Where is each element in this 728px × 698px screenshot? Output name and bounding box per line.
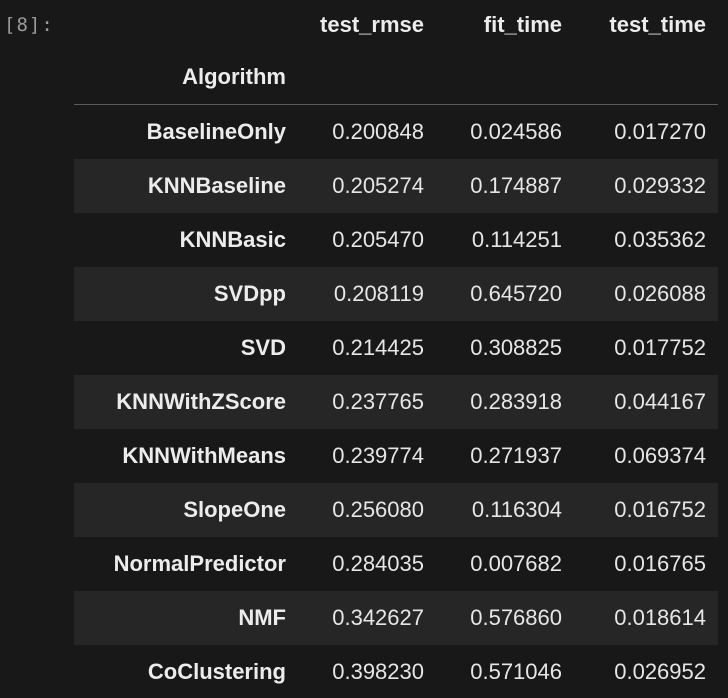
table-row: NMF 0.342627 0.576860 0.018614 bbox=[74, 590, 718, 645]
cell-fit-time: 0.116304 bbox=[471, 496, 562, 522]
table-row: KNNBasic 0.205470 0.114251 0.035362 bbox=[74, 213, 718, 267]
column-header-test-time: test_time bbox=[609, 12, 706, 37]
cell-fit-time: 0.308825 bbox=[470, 334, 562, 360]
table-row: CoClustering 0.398230 0.571046 0.026952 bbox=[74, 645, 718, 698]
row-label: SlopeOne bbox=[183, 496, 286, 522]
cell-test-rmse: 0.214425 bbox=[332, 334, 424, 360]
table-row: KNNBaseline 0.205274 0.174887 0.029332 bbox=[74, 158, 718, 213]
cell-test-rmse: 0.237765 bbox=[332, 388, 424, 414]
index-name-row: Algorithm bbox=[74, 50, 718, 105]
cell-fit-time: 0.114251 bbox=[471, 226, 562, 252]
cell-fit-time: 0.007682 bbox=[470, 550, 562, 576]
cell-test-rmse: 0.208119 bbox=[333, 280, 424, 306]
cell-test-time: 0.018614 bbox=[614, 604, 706, 630]
cell-test-time: 0.044167 bbox=[614, 388, 706, 414]
cell-fit-time: 0.271937 bbox=[470, 442, 562, 468]
column-header-test-rmse: test_rmse bbox=[320, 12, 424, 37]
cell-test-time: 0.069374 bbox=[614, 442, 706, 468]
table-row: SVD 0.214425 0.308825 0.017752 bbox=[74, 321, 718, 375]
cell-test-time: 0.026952 bbox=[614, 658, 706, 684]
cell-test-time: 0.016752 bbox=[614, 496, 706, 522]
cell-test-time: 0.029332 bbox=[614, 172, 706, 198]
table-row: KNNWithZScore 0.237765 0.283918 0.044167 bbox=[74, 374, 718, 429]
dataframe-output: test_rmse fit_time test_time Algorithm B… bbox=[74, 0, 718, 698]
index-corner-cell bbox=[74, 0, 298, 50]
cell-test-rmse: 0.256080 bbox=[332, 496, 424, 522]
cell-fit-time: 0.024586 bbox=[470, 118, 562, 144]
row-label: SVDpp bbox=[213, 280, 286, 306]
cell-test-rmse: 0.284035 bbox=[332, 550, 424, 576]
cell-test-time: 0.017270 bbox=[614, 118, 706, 144]
results-table: test_rmse fit_time test_time Algorithm B… bbox=[74, 0, 718, 698]
row-label: KNNWithMeans bbox=[122, 442, 286, 468]
cell-test-rmse: 0.239774 bbox=[332, 442, 424, 468]
cell-execution-count: [8]: bbox=[4, 14, 54, 36]
row-label: KNNBasic bbox=[179, 226, 286, 252]
cell-test-rmse: 0.205274 bbox=[332, 172, 424, 198]
cell-test-time: 0.016765 bbox=[614, 550, 706, 576]
cell-fit-time: 0.283918 bbox=[470, 388, 562, 414]
table-body: BaselineOnly 0.200848 0.024586 0.017270 KNNB… bbox=[74, 105, 718, 698]
table-row: KNNWithMeans 0.239774 0.271937 0.069374 bbox=[74, 429, 718, 483]
cell-test-rmse: 0.200848 bbox=[332, 118, 424, 144]
cell-test-time: 0.026088 bbox=[614, 280, 706, 306]
index-name: Algorithm bbox=[182, 64, 286, 89]
row-label: SVD bbox=[240, 334, 286, 360]
table-row: SlopeOne 0.256080 0.116304 0.016752 bbox=[74, 482, 718, 537]
row-label: KNNWithZScore bbox=[116, 388, 286, 414]
cell-fit-time: 0.174887 bbox=[470, 172, 562, 198]
cell-fit-time: 0.576860 bbox=[470, 604, 562, 630]
cell-test-rmse: 0.398230 bbox=[332, 658, 424, 684]
row-label: NormalPredictor bbox=[113, 550, 286, 576]
row-label: CoClustering bbox=[147, 658, 286, 684]
table-row: BaselineOnly 0.200848 0.024586 0.017270 bbox=[74, 105, 718, 159]
column-header-row: test_rmse fit_time test_time bbox=[74, 0, 718, 50]
cell-fit-time: 0.645720 bbox=[470, 280, 562, 306]
cell-fit-time: 0.571046 bbox=[470, 658, 562, 684]
row-label: KNNBaseline bbox=[147, 172, 286, 198]
table-row: SVDpp 0.208119 0.645720 0.026088 bbox=[74, 266, 718, 321]
cell-test-rmse: 0.205470 bbox=[332, 226, 424, 252]
row-label: NMF bbox=[238, 604, 286, 630]
cell-test-time: 0.035362 bbox=[614, 226, 706, 252]
cell-test-rmse: 0.342627 bbox=[332, 604, 424, 630]
table-header: test_rmse fit_time test_time Algorithm bbox=[74, 0, 718, 105]
column-header-fit-time: fit_time bbox=[483, 12, 562, 37]
table-row: NormalPredictor 0.284035 0.007682 0.016765 bbox=[74, 537, 718, 591]
row-label: BaselineOnly bbox=[146, 118, 286, 144]
cell-test-time: 0.017752 bbox=[614, 334, 706, 360]
